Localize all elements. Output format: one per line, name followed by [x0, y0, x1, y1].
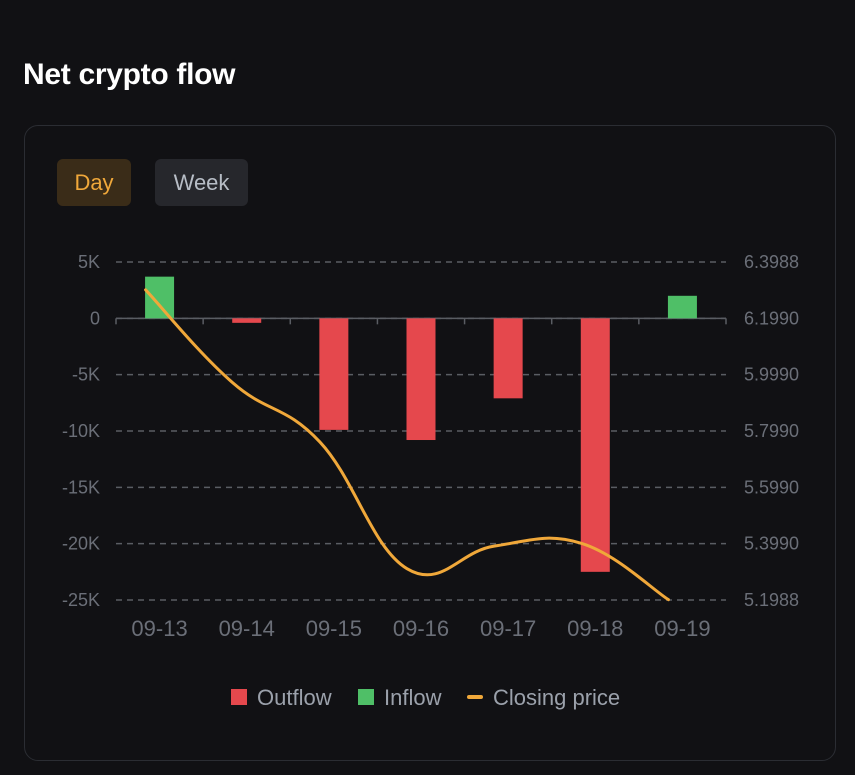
legend-outflow-label[interactable]: Outflow: [257, 685, 332, 710]
left-tick-label: -5K: [72, 365, 100, 385]
left-tick-label: -15K: [62, 477, 100, 497]
right-tick-label: 6.1990: [744, 308, 799, 328]
net-flow-chart: 5K 0 -5K -10K -15K -20K -25K 6.3988 6.1990 5.999…: [62, 252, 799, 710]
inflow-bar: [145, 276, 175, 319]
x-tick-label: 09-15: [306, 616, 362, 641]
right-tick-label: 6.3988: [744, 252, 799, 272]
x-tick-label: 09-18: [567, 616, 623, 641]
grid-lines: [115, 261, 727, 601]
legend-outflow-swatch: [231, 689, 247, 705]
legend-closing-price-swatch: [467, 695, 483, 699]
inflow-bar: [667, 295, 697, 319]
left-tick-label: 5K: [78, 252, 100, 272]
right-tick-label: 5.7990: [744, 421, 799, 441]
left-tick-label: -25K: [62, 590, 100, 610]
x-tick-label: 09-13: [131, 616, 187, 641]
outflow-bar: [493, 318, 523, 399]
legend-inflow-swatch: [358, 689, 374, 705]
left-tick-label: -20K: [62, 534, 100, 554]
x-tick-label: 09-17: [480, 616, 536, 641]
page-title: Net crypto flow: [23, 58, 236, 91]
outflow-bar: [319, 318, 349, 430]
bars: [145, 276, 697, 572]
left-axis-ticks: 5K 0 -5K -10K -15K -20K -25K: [62, 252, 100, 610]
legend: Outflow Inflow Closing price: [231, 685, 620, 710]
right-tick-label: 5.3990: [744, 534, 799, 554]
tab-day[interactable]: Day: [57, 159, 131, 206]
closing-price-line: [144, 288, 670, 602]
chart-card: Day Week 5K 0 -5K -10K -15K -20K -25K 6.3988 6.…: [24, 125, 836, 761]
legend-inflow-label[interactable]: Inflow: [384, 685, 442, 710]
x-tick-label: 09-14: [219, 616, 275, 641]
closing-price-line-layer: [144, 288, 670, 602]
left-tick-label: -10K: [62, 421, 100, 441]
x-axis-ticks: 09-13 09-14 09-15 09-16 09-17 09-18 09-19: [131, 616, 710, 641]
right-tick-label: 5.9990: [744, 365, 799, 385]
tab-week[interactable]: Week: [155, 159, 248, 206]
x-tick-label: 09-19: [654, 616, 710, 641]
right-axis-ticks: 6.3988 6.1990 5.9990 5.7990 5.5990 5.3990 5.19…: [744, 252, 799, 610]
x-tick-label: 09-16: [393, 616, 449, 641]
left-tick-label: 0: [90, 308, 100, 328]
outflow-bar: [232, 318, 262, 323]
right-tick-label: 5.1988: [744, 590, 799, 610]
right-tick-label: 5.5990: [744, 477, 799, 497]
outflow-bar: [406, 318, 436, 441]
legend-closing-price-label[interactable]: Closing price: [493, 685, 620, 710]
outflow-bar: [580, 318, 610, 572]
